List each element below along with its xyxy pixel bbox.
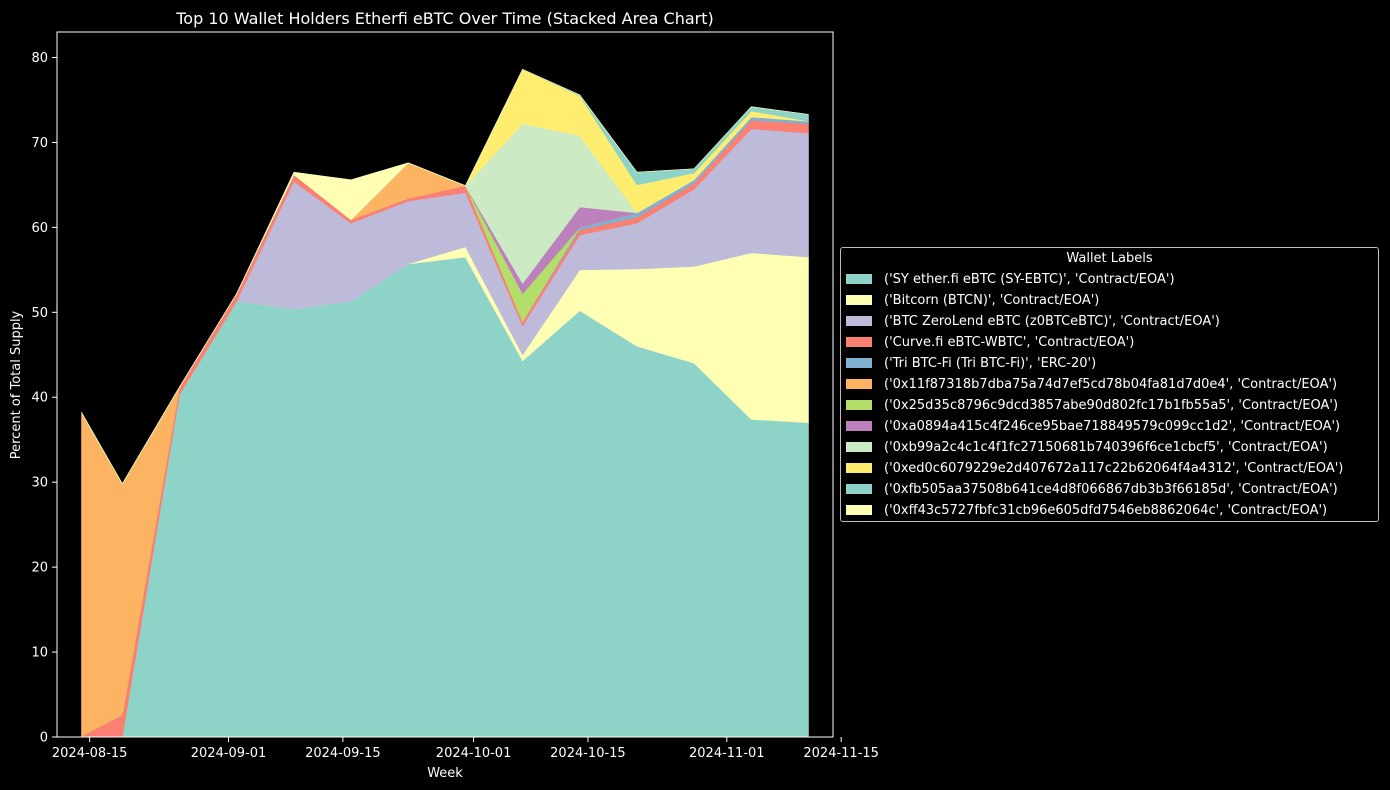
legend-item-3: ('Curve.fi eBTC-WBTC', 'Contract/EOA') <box>846 333 1134 351</box>
legend-swatch <box>846 463 872 473</box>
legend-label: ('0xff43c5727fbfc31cb96e605dfd7546eb8862… <box>884 502 1328 518</box>
x-tick-label: 2024-11-15 <box>803 746 879 761</box>
y-tick-label: 60 <box>31 221 48 236</box>
legend-item-7: ('0xa0894a415c4f246ce95bae718849579c099c… <box>846 417 1340 435</box>
legend-label: ('Tri BTC-Fi (Tri BTC-Fi)', 'ERC-20') <box>884 355 1097 371</box>
legend: Wallet Labels ('SY ether.fi eBTC (SY-EBT… <box>840 247 1379 522</box>
legend-item-8: ('0xb99a2c4c1c4f1fc27150681b740396f6ce1c… <box>846 438 1328 456</box>
legend-item-11: ('0xff43c5727fbfc31cb96e605dfd7546eb8862… <box>846 501 1327 519</box>
legend-swatch <box>846 505 872 515</box>
y-tick-label: 0 <box>40 731 48 746</box>
x-tick-label: 2024-10-01 <box>436 746 512 761</box>
x-tick-label: 2024-08-15 <box>52 746 128 761</box>
legend-item-9: ('0xed0c6079229e2d407672a117c22b62064f4a… <box>846 459 1343 477</box>
legend-label: ('Bitcorn (BTCN)', 'Contract/EOA') <box>884 292 1100 308</box>
legend-label: ('0xfb505aa37508b641ce4d8f066867db3b3f66… <box>884 481 1338 497</box>
y-tick-label: 10 <box>31 646 48 661</box>
legend-swatch <box>846 442 872 452</box>
legend-item-1: ('Bitcorn (BTCN)', 'Contract/EOA') <box>846 291 1099 309</box>
legend-item-0: ('SY ether.fi eBTC (SY-EBTC)', 'Contract… <box>846 270 1175 288</box>
legend-item-10: ('0xfb505aa37508b641ce4d8f066867db3b3f66… <box>846 480 1338 498</box>
legend-item-4: ('Tri BTC-Fi (Tri BTC-Fi)', 'ERC-20') <box>846 354 1096 372</box>
legend-swatch <box>846 316 872 326</box>
x-axis-label: Week <box>427 766 463 781</box>
legend-label: ('BTC ZeroLend eBTC (z0BTCeBTC)', 'Contr… <box>884 313 1220 329</box>
x-axis: 2024-08-15 2024-09-01 2024-09-15 2024-10-01… <box>52 737 879 761</box>
legend-label: ('Curve.fi eBTC-WBTC', 'Contract/EOA') <box>884 334 1135 350</box>
legend-swatch <box>846 421 872 431</box>
legend-label: ('0x25d35c8796c9dcd3857abe90d802fc17b1fb… <box>884 397 1339 413</box>
x-tick-label: 2024-09-01 <box>191 746 267 761</box>
legend-swatch <box>846 400 872 410</box>
legend-swatch <box>846 484 872 494</box>
y-axis: 0 10 20 30 40 50 60 70 80 <box>31 51 57 746</box>
x-tick-label: 2024-10-15 <box>550 746 626 761</box>
x-tick-label: 2024-09-15 <box>305 746 381 761</box>
y-axis-label: Percent of Total Supply <box>9 310 24 459</box>
y-tick-label: 20 <box>31 561 48 576</box>
legend-swatch <box>846 337 872 347</box>
legend-label: ('0xed0c6079229e2d407672a117c22b62064f4a… <box>884 460 1344 476</box>
legend-swatch <box>846 379 872 389</box>
y-tick-label: 30 <box>31 476 48 491</box>
legend-item-6: ('0x25d35c8796c9dcd3857abe90d802fc17b1fb… <box>846 396 1338 414</box>
x-tick-label: 2024-11-01 <box>689 746 765 761</box>
legend-swatch <box>846 358 872 368</box>
y-tick-label: 50 <box>31 306 48 321</box>
chart-title: Top 10 Wallet Holders Etherfi eBTC Over … <box>175 9 714 28</box>
legend-label: ('SY ether.fi eBTC (SY-EBTC)', 'Contract… <box>884 271 1175 287</box>
legend-label: ('0x11f87318b7dba75a74d7ef5cd78b04fa81d7… <box>884 376 1338 392</box>
areas-layer <box>81 68 809 738</box>
legend-label: ('0xa0894a415c4f246ce95bae718849579c099c… <box>884 418 1341 434</box>
legend-swatch <box>846 274 872 284</box>
area-series-11 <box>81 68 809 485</box>
y-tick-label: 70 <box>31 136 48 151</box>
legend-item-2: ('BTC ZeroLend eBTC (z0BTCeBTC)', 'Contr… <box>846 312 1220 330</box>
y-tick-label: 80 <box>31 51 48 66</box>
plot-frame <box>56 31 834 738</box>
y-tick-label: 40 <box>31 391 48 406</box>
legend-title: Wallet Labels <box>1066 251 1153 266</box>
legend-label: ('0xb99a2c4c1c4f1fc27150681b740396f6ce1c… <box>884 439 1328 455</box>
legend-swatch <box>846 295 872 305</box>
legend-item-5: ('0x11f87318b7dba75a74d7ef5cd78b04fa81d7… <box>846 375 1337 393</box>
